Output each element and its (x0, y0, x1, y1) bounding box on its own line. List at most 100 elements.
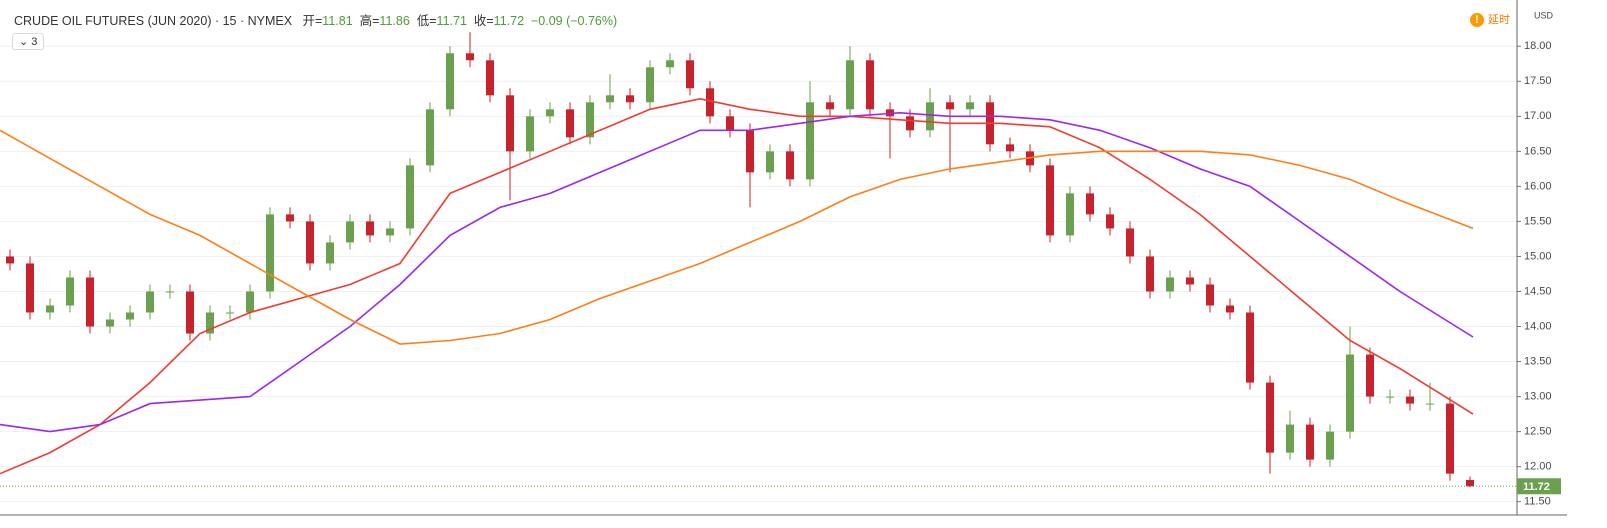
high-value: 11.86 (379, 14, 410, 28)
candle-body (506, 95, 514, 152)
candle-body (426, 109, 434, 166)
candle-body (1006, 144, 1014, 152)
candle-body (1066, 193, 1074, 236)
ohlc-label: 高= (359, 14, 380, 28)
candle-body (966, 102, 974, 110)
candle-body (646, 67, 654, 103)
candle-body (1046, 165, 1054, 236)
symbol-title: CRUDE OIL FUTURES (JUN 2020) · 15 · NYME… (14, 14, 293, 28)
candle-body (766, 151, 774, 173)
candle-body (1306, 424, 1314, 460)
candle-body (1106, 214, 1114, 229)
candle-body (486, 60, 494, 96)
candle-body (926, 102, 934, 131)
candle-body (226, 312, 234, 314)
candle-body (1226, 305, 1234, 313)
candle-body (1286, 424, 1294, 453)
y-tick-label: 15.00 (1524, 250, 1552, 262)
candle-body (1146, 256, 1154, 292)
candle-body (606, 95, 614, 103)
candle-body (726, 116, 734, 131)
candle-body (666, 60, 674, 68)
candle-body (746, 130, 754, 173)
y-tick-label: 11.50 (1524, 496, 1551, 508)
candle-body (1206, 284, 1214, 306)
header: CRUDE OIL FUTURES (JUN 2020) · 15 · NYME… (14, 10, 617, 29)
candle-body (1446, 403, 1454, 474)
candle-body (266, 214, 274, 292)
candle-body (166, 291, 174, 293)
candle-body (306, 221, 314, 264)
candle-body (806, 102, 814, 180)
indicator-count: 3 (31, 36, 38, 48)
y-tick-label: 12.00 (1524, 461, 1552, 473)
y-tick-label: 15.50 (1524, 215, 1552, 227)
candle-body (86, 277, 94, 327)
candle-body (246, 291, 254, 313)
y-tick-label: 14.00 (1524, 320, 1552, 332)
y-tick-label: 18.00 (1524, 40, 1552, 52)
candle-body (526, 116, 534, 152)
candle-body (546, 109, 554, 117)
candle-body (686, 60, 694, 89)
candle-body (6, 256, 14, 264)
y-tick-label: 12.50 (1524, 426, 1552, 438)
candle-body (326, 242, 334, 264)
y-tick-label: 17.50 (1524, 75, 1552, 87)
y-tick-label: 16.50 (1524, 145, 1552, 157)
indicator-toggle[interactable]: ⌄ 3 (12, 33, 45, 50)
ohlc-label: 开= (302, 14, 323, 28)
candle-body (1166, 277, 1174, 292)
open-value: 11.81 (322, 14, 353, 28)
ohlc-label: 低= (416, 14, 437, 28)
candle-body (1406, 396, 1414, 404)
candle-body (906, 116, 914, 131)
candle-body (866, 60, 874, 110)
delay-label: 延时 (1488, 14, 1510, 26)
low-value: 11.71 (436, 14, 467, 28)
candle-body (186, 291, 194, 334)
candle-body (406, 165, 414, 229)
last-price-label: 11.72 (1523, 481, 1550, 493)
moving-average (0, 97, 1474, 475)
candle-body (26, 263, 34, 313)
currency-label: USD (1534, 10, 1554, 20)
moving-average (0, 111, 1474, 433)
candle-body (466, 53, 474, 61)
delay-badge[interactable]: ! 延时 (1470, 11, 1510, 27)
last-price-box (1517, 478, 1561, 495)
candle-body (946, 102, 954, 110)
y-tick-label: 17.00 (1524, 110, 1552, 122)
candle-body (846, 60, 854, 110)
candle-body (1186, 277, 1194, 285)
candle-body (566, 109, 574, 138)
candle-body (126, 312, 134, 320)
candle-body (106, 319, 114, 327)
candle-body (1426, 403, 1434, 405)
change: −0.09 (−0.76%) (530, 14, 618, 28)
candle-body (386, 228, 394, 236)
candle-body (786, 151, 794, 180)
candle-body (346, 221, 354, 243)
y-tick-label: 16.00 (1524, 180, 1552, 192)
candle-body (826, 102, 834, 110)
candle-body (446, 53, 454, 110)
candle-body (586, 102, 594, 138)
candle-body (1266, 382, 1274, 453)
candle-body (1366, 354, 1374, 397)
candle-body (366, 221, 374, 236)
moving-average (0, 129, 1474, 345)
candle-body (46, 305, 54, 313)
candle-body (1386, 396, 1394, 398)
close-value: 11.72 (493, 14, 525, 28)
candle-body (146, 291, 154, 313)
candle-body (706, 88, 714, 117)
ohlc-label: 收= (473, 14, 494, 28)
candle-body (1346, 354, 1354, 432)
candle-body (286, 214, 294, 222)
candle-body (626, 95, 634, 103)
y-tick-label: 14.50 (1524, 285, 1552, 297)
candle-body (1086, 193, 1094, 215)
